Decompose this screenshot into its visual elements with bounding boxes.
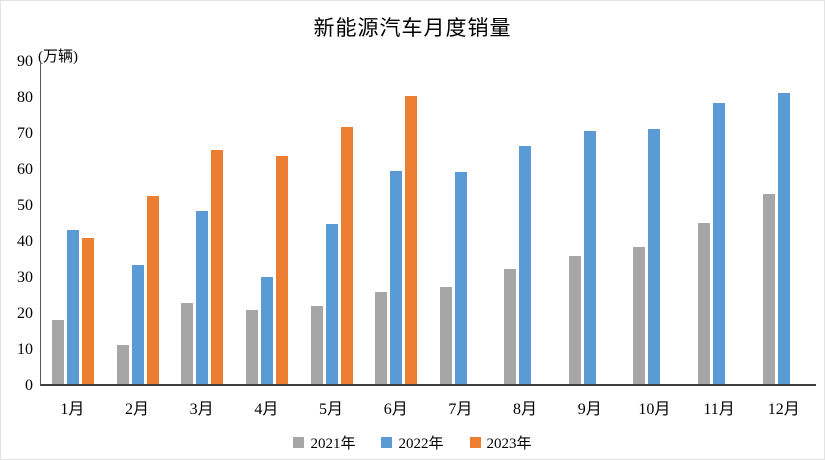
legend-item-2021年: 2021年 (293, 432, 355, 453)
bar-group-4月 (235, 62, 300, 384)
bar-group-1月 (41, 62, 106, 384)
x-axis-tick-label: 1月 (60, 401, 85, 418)
bar-2022年-1月 (67, 229, 80, 384)
bar-2022年-12月 (777, 92, 790, 384)
y-axis: 0 10 20 30 40 50 60 70 80 90 (1, 54, 33, 394)
legend: 2021年 2022年 2023年 (1, 432, 824, 453)
y-axis-tick-label: 70 (17, 125, 33, 142)
x-axis-tick-label: 2月 (125, 401, 150, 418)
bar-2021年-7月 (439, 287, 452, 384)
x-axis-tick-label: 8月 (513, 401, 538, 418)
bar-2021年-12月 (762, 194, 775, 384)
bar-2023年-2月 (146, 196, 159, 384)
y-axis-tick-label: 90 (17, 53, 33, 70)
bar-2021年-4月 (246, 310, 259, 384)
bar-group-7月 (428, 62, 493, 384)
bar-2021年-10月 (633, 246, 646, 384)
bar-2022年-10月 (648, 128, 661, 384)
x-axis: 1月 2月 3月 4月 5月 6月 7月 8月 9月 10月 11月 12月 (40, 395, 816, 419)
bar-groups (41, 62, 816, 384)
bar-2021年-1月 (52, 319, 65, 384)
x-axis-tick-label: 6月 (383, 401, 408, 418)
bar-2023年-3月 (211, 150, 224, 384)
y-axis-tick-label: 40 (17, 233, 33, 251)
bar-2022年-5月 (325, 224, 338, 384)
y-axis-tick-label: 10 (17, 341, 33, 359)
legend-item-2023年: 2023年 (469, 432, 532, 453)
legend-label: 2023年 (486, 436, 532, 452)
legend-label: 2021年 (310, 436, 356, 452)
y-axis-unit-label: (万辆) (38, 49, 78, 65)
bar-group-12月 (751, 62, 816, 384)
bar-2022年-3月 (196, 210, 209, 384)
bar-group-10月 (622, 62, 687, 384)
y-axis-tick-label: 50 (17, 197, 33, 214)
bar-2023年-5月 (340, 127, 353, 384)
x-axis-tick-label: 3月 (189, 401, 214, 418)
y-axis-tick-label: 20 (17, 305, 33, 323)
y-axis-tick-label: 60 (17, 161, 33, 178)
bar-2022年-11月 (713, 102, 726, 384)
plot-area (40, 62, 816, 386)
x-axis-tick-label: 5月 (319, 401, 344, 418)
bar-2021年-2月 (116, 345, 129, 384)
bar-2021年-5月 (310, 306, 323, 384)
x-axis-tick-label: 11月 (703, 401, 735, 418)
bar-2022年-2月 (131, 264, 144, 384)
x-axis-tick-label: 4月 (254, 401, 279, 418)
bar-2021年-6月 (375, 292, 388, 384)
bar-2023年-1月 (82, 238, 95, 384)
bar-group-9月 (558, 62, 623, 384)
bar-group-8月 (493, 62, 558, 384)
bar-2021年-9月 (568, 256, 581, 384)
bar-2021年-8月 (504, 269, 517, 384)
x-axis-tick-label: 9月 (577, 401, 602, 418)
x-axis-tick-label: 12月 (767, 401, 800, 418)
legend-swatch-icon (293, 437, 305, 448)
legend-swatch-icon (381, 437, 393, 448)
bar-group-2月 (106, 62, 171, 384)
y-axis-tick-label: 0 (25, 377, 33, 394)
bar-group-6月 (364, 62, 429, 384)
bar-2023年-6月 (405, 95, 418, 384)
bar-group-3月 (170, 62, 235, 384)
y-axis-tick-label: 30 (17, 269, 33, 286)
x-axis-tick-label: 10月 (638, 401, 671, 418)
legend-item-2022年: 2022年 (381, 432, 444, 453)
legend-swatch-icon (469, 437, 481, 448)
legend-label: 2022年 (398, 436, 444, 452)
bar-2022年-8月 (519, 145, 532, 384)
bar-group-5月 (299, 62, 364, 384)
bar-2022年-4月 (261, 277, 274, 384)
bar-2021年-3月 (181, 303, 194, 384)
x-axis-tick-label: 7月 (448, 401, 473, 418)
bar-2022年-6月 (390, 170, 403, 384)
bar-2023年-4月 (276, 155, 289, 384)
bar-2022年-9月 (583, 130, 596, 384)
bar-group-11月 (687, 62, 752, 384)
bar-2022年-7月 (454, 171, 467, 384)
bar-2021年-11月 (698, 223, 711, 384)
chart-title: 新能源汽车月度销量 (313, 16, 512, 40)
y-axis-tick-label: 80 (17, 89, 33, 107)
